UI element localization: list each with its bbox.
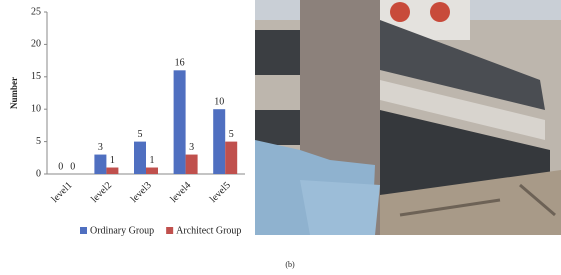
blue-tarp (300, 180, 380, 235)
data-label: 10 (214, 96, 224, 107)
y-tick-label: 25 (31, 6, 41, 17)
caption: (b) (285, 260, 295, 269)
y-axis-label: Number (9, 77, 19, 109)
data-label: 1 (110, 155, 115, 166)
legend-label: Architect Group (176, 225, 241, 236)
sign-logo (390, 2, 410, 22)
data-label: 5 (229, 129, 234, 140)
figure: Number (b) 0510152025level100level231lev… (0, 0, 561, 275)
x-tick-label: level2 (89, 180, 114, 205)
photo (255, 0, 561, 235)
x-tick-label: level5 (208, 180, 233, 205)
x-tick-label: level3 (129, 180, 154, 205)
windows (255, 30, 300, 75)
data-label: 0 (58, 161, 63, 172)
bar (186, 155, 198, 174)
legend-label: Ordinary Group (90, 225, 154, 236)
data-label: 3 (189, 142, 194, 153)
bar (106, 168, 118, 174)
data-label: 16 (175, 58, 185, 69)
bar (146, 168, 158, 174)
bar (225, 142, 237, 174)
legend-swatch (80, 227, 87, 234)
data-label: 1 (150, 155, 155, 166)
bar (174, 70, 186, 174)
data-label: 0 (70, 161, 75, 172)
sign-logo (430, 2, 450, 22)
y-tick-label: 15 (31, 71, 41, 82)
bar (94, 155, 106, 174)
data-label: 5 (138, 129, 143, 140)
bar (213, 109, 225, 174)
y-tick-label: 10 (31, 103, 41, 114)
x-tick-label: level4 (168, 180, 193, 205)
data-label: 3 (98, 142, 103, 153)
legend-swatch (166, 227, 173, 234)
y-tick-label: 20 (31, 39, 41, 50)
y-tick-label: 5 (36, 136, 41, 147)
windows (255, 110, 300, 145)
bar (134, 142, 146, 174)
y-tick-label: 0 (36, 168, 41, 179)
x-tick-label: level1 (49, 180, 74, 205)
